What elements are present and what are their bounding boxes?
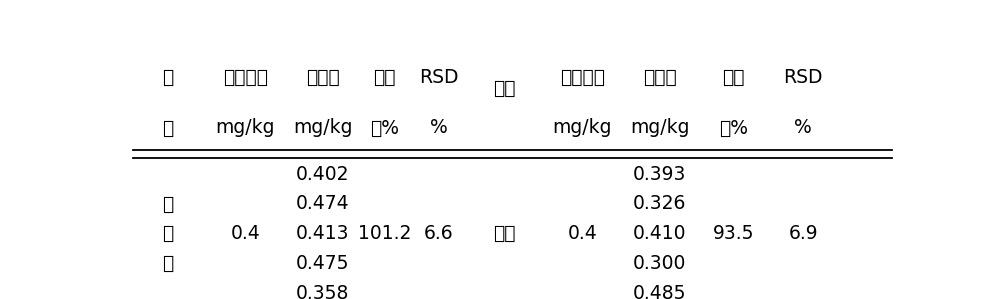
Text: 0.413: 0.413 [296, 224, 349, 243]
Text: 0.485: 0.485 [633, 284, 686, 299]
Text: 0.393: 0.393 [633, 164, 686, 184]
Text: 93.5: 93.5 [713, 224, 754, 243]
Text: 0.410: 0.410 [633, 224, 686, 243]
Text: mg/kg: mg/kg [293, 118, 352, 138]
Text: 101.2: 101.2 [358, 224, 411, 243]
Text: 0.300: 0.300 [633, 254, 686, 273]
Text: %: % [430, 118, 448, 138]
Text: 0.4: 0.4 [230, 224, 260, 243]
Text: mg/kg: mg/kg [552, 118, 612, 138]
Text: mg/kg: mg/kg [630, 118, 690, 138]
Text: 菜: 菜 [162, 254, 173, 273]
Text: 加标浓度: 加标浓度 [223, 68, 268, 87]
Text: RSD: RSD [783, 68, 823, 87]
Text: %: % [794, 118, 812, 138]
Text: 白: 白 [162, 224, 173, 243]
Text: 基质: 基质 [494, 79, 516, 98]
Text: 0.4: 0.4 [567, 224, 597, 243]
Text: 测定值: 测定值 [306, 68, 340, 87]
Text: 回收: 回收 [373, 68, 396, 87]
Text: 0.475: 0.475 [296, 254, 349, 273]
Text: 质: 质 [162, 118, 173, 138]
Text: 基: 基 [162, 68, 173, 87]
Text: 回收: 回收 [722, 68, 745, 87]
Text: 番茄: 番茄 [494, 224, 516, 243]
Text: 6.6: 6.6 [424, 224, 454, 243]
Text: 0.402: 0.402 [296, 164, 349, 184]
Text: 率%: 率% [719, 118, 748, 138]
Text: 0.474: 0.474 [296, 194, 349, 213]
Text: 0.358: 0.358 [296, 284, 349, 299]
Text: mg/kg: mg/kg [215, 118, 275, 138]
Text: 率%: 率% [370, 118, 399, 138]
Text: 0.326: 0.326 [633, 194, 686, 213]
Text: RSD: RSD [419, 68, 459, 87]
Text: 6.9: 6.9 [788, 224, 818, 243]
Text: 测定值: 测定值 [643, 68, 677, 87]
Text: 大: 大 [162, 194, 173, 213]
Text: 加标浓度: 加标浓度 [560, 68, 605, 87]
